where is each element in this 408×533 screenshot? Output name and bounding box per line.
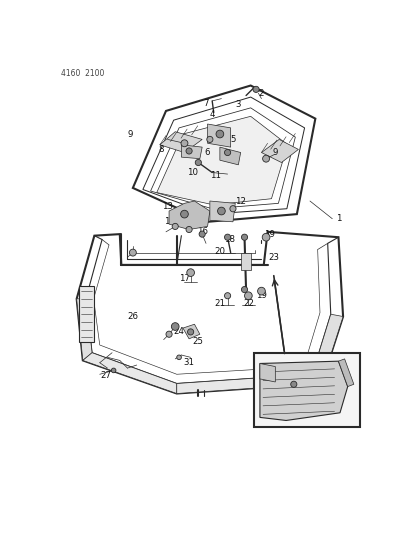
Text: 26: 26 — [127, 312, 138, 321]
Circle shape — [188, 329, 194, 335]
Text: 9: 9 — [273, 148, 278, 157]
Circle shape — [244, 292, 252, 300]
Circle shape — [224, 234, 231, 240]
Circle shape — [199, 231, 205, 237]
Circle shape — [181, 210, 188, 218]
Polygon shape — [177, 374, 322, 393]
Circle shape — [242, 287, 248, 293]
Text: 24: 24 — [173, 327, 184, 336]
Circle shape — [166, 331, 172, 337]
Text: 19: 19 — [256, 291, 267, 300]
Polygon shape — [182, 145, 202, 159]
Polygon shape — [312, 314, 343, 384]
Circle shape — [253, 86, 259, 92]
Circle shape — [129, 249, 136, 256]
Circle shape — [186, 227, 192, 232]
Text: 3: 3 — [235, 100, 241, 109]
Text: 21: 21 — [214, 299, 225, 308]
Text: 27: 27 — [100, 372, 111, 381]
Text: 31: 31 — [184, 358, 195, 367]
Text: 4160  2100: 4160 2100 — [61, 69, 104, 78]
Circle shape — [263, 155, 270, 162]
Text: 2: 2 — [259, 88, 264, 98]
Text: 8: 8 — [159, 145, 164, 154]
Polygon shape — [210, 201, 235, 222]
Polygon shape — [160, 132, 202, 152]
Text: 1: 1 — [336, 214, 341, 223]
Circle shape — [291, 381, 297, 387]
Text: 29: 29 — [304, 391, 315, 400]
Text: 20: 20 — [214, 247, 225, 255]
FancyBboxPatch shape — [254, 353, 360, 426]
Text: 28: 28 — [253, 417, 264, 426]
Text: 10: 10 — [187, 168, 197, 177]
Polygon shape — [260, 361, 348, 421]
Text: 16: 16 — [197, 227, 208, 236]
Text: 7: 7 — [203, 99, 209, 108]
Polygon shape — [262, 140, 298, 163]
Circle shape — [177, 355, 182, 360]
Circle shape — [181, 140, 188, 147]
Polygon shape — [77, 299, 92, 360]
Circle shape — [171, 322, 179, 330]
Polygon shape — [208, 124, 231, 147]
Polygon shape — [79, 286, 94, 342]
Circle shape — [172, 223, 178, 230]
Text: 18: 18 — [224, 235, 235, 244]
Text: 12: 12 — [235, 197, 246, 206]
Circle shape — [216, 130, 224, 138]
Circle shape — [195, 159, 202, 166]
Circle shape — [207, 136, 213, 142]
Polygon shape — [83, 353, 177, 393]
Text: 17: 17 — [179, 273, 190, 282]
Circle shape — [230, 206, 236, 212]
Polygon shape — [169, 201, 210, 230]
Text: 25: 25 — [193, 337, 204, 346]
Polygon shape — [157, 116, 288, 205]
Circle shape — [217, 207, 225, 215]
Polygon shape — [183, 324, 200, 339]
Text: 9: 9 — [128, 130, 133, 139]
Text: 6: 6 — [205, 148, 210, 157]
Circle shape — [242, 234, 248, 240]
Text: 5: 5 — [230, 135, 236, 144]
Text: 14: 14 — [222, 206, 233, 215]
Polygon shape — [339, 359, 354, 386]
Text: 19: 19 — [264, 230, 275, 239]
Text: 15: 15 — [164, 217, 175, 227]
Circle shape — [262, 233, 270, 241]
Circle shape — [187, 269, 195, 277]
Circle shape — [186, 148, 192, 154]
Circle shape — [224, 149, 231, 156]
Circle shape — [111, 368, 116, 373]
Text: 22: 22 — [243, 299, 254, 308]
Text: 13: 13 — [162, 202, 173, 211]
Text: 11: 11 — [210, 171, 221, 180]
Polygon shape — [241, 253, 251, 270]
Polygon shape — [260, 364, 275, 382]
Text: 30: 30 — [307, 376, 318, 385]
Circle shape — [224, 293, 231, 299]
Text: 4: 4 — [209, 109, 215, 118]
Polygon shape — [220, 147, 241, 165]
Text: 23: 23 — [268, 253, 279, 262]
Circle shape — [257, 287, 265, 295]
